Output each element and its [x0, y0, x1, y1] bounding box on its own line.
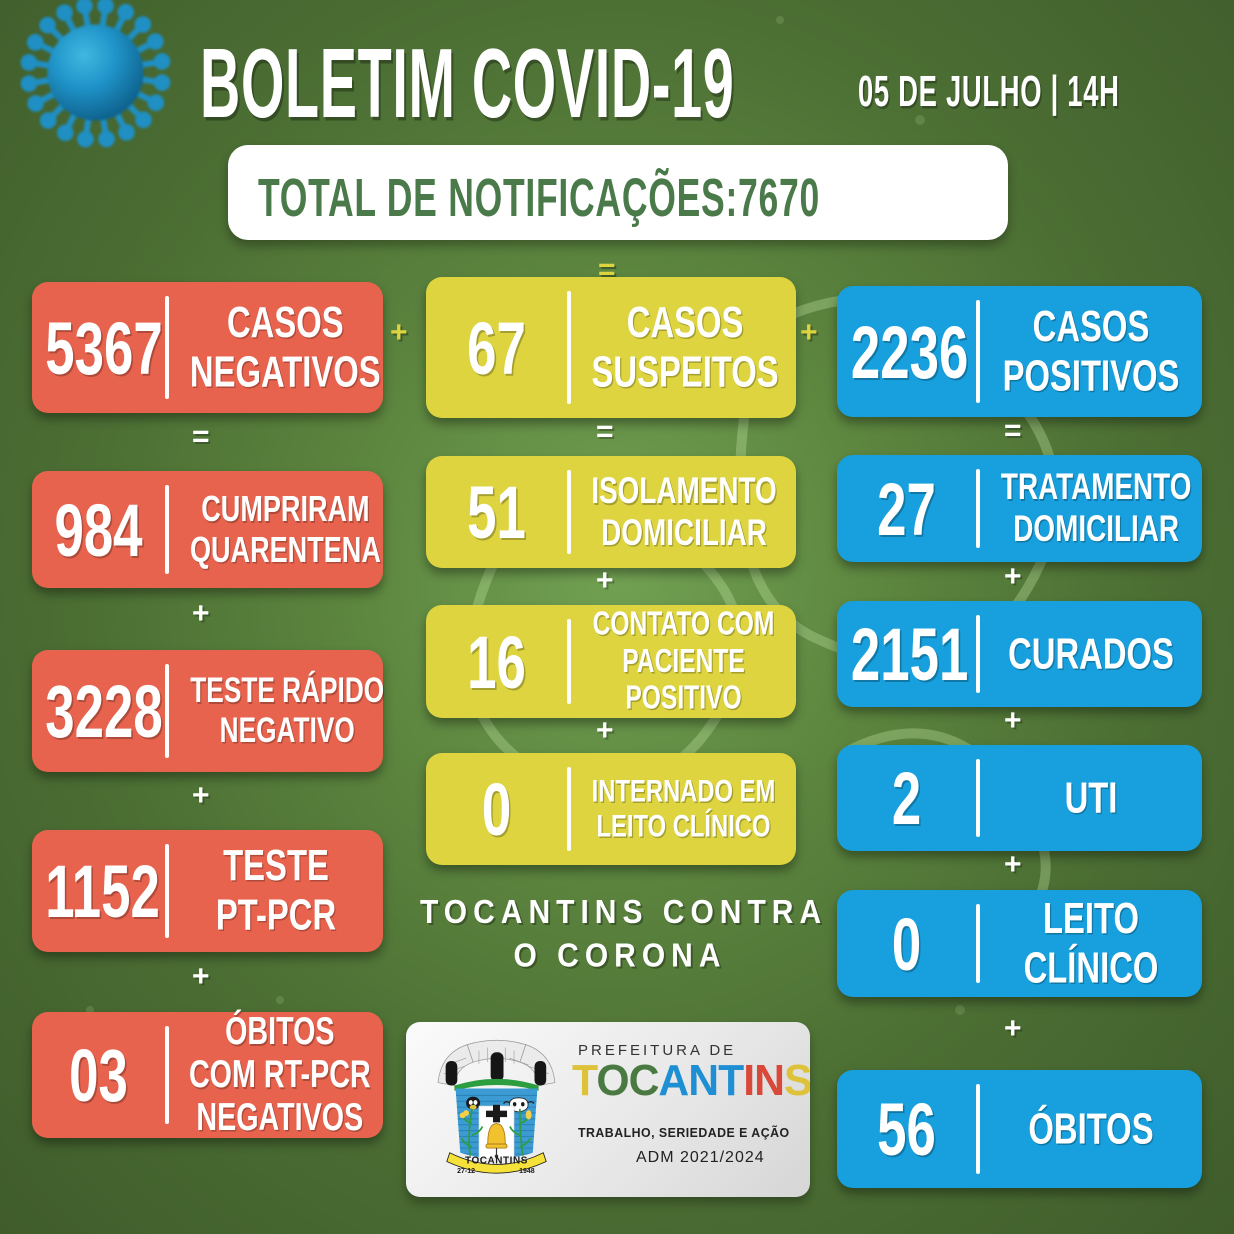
svg-text:1948: 1948 — [519, 1168, 535, 1175]
svg-text:27-12: 27-12 — [457, 1168, 475, 1175]
svg-text:TOCANTINS: TOCANTINS — [465, 1155, 528, 1166]
